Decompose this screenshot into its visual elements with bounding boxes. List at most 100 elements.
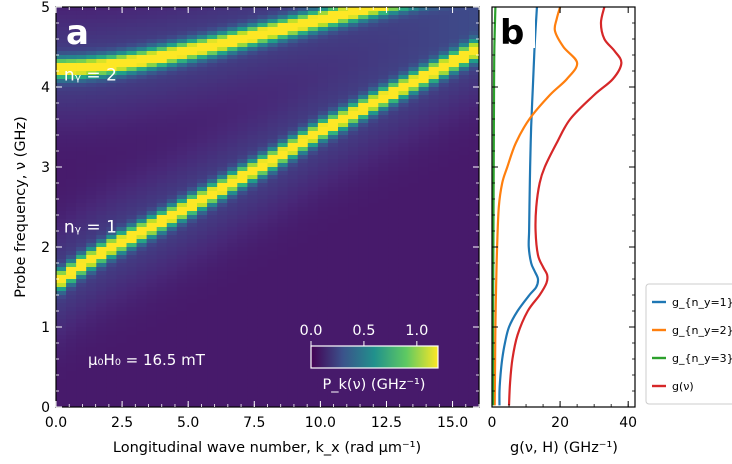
heatmap-cell bbox=[186, 67, 198, 72]
heatmap-cell bbox=[307, 167, 319, 172]
heatmap-cell bbox=[96, 67, 107, 72]
heatmap-cell bbox=[186, 375, 198, 380]
heatmap-cell bbox=[247, 127, 259, 132]
heatmap-cell bbox=[468, 355, 479, 360]
heatmap-cell bbox=[136, 391, 148, 396]
heatmap-cell bbox=[237, 115, 248, 120]
heatmap-cell bbox=[388, 367, 400, 372]
heatmap-cell bbox=[338, 31, 349, 36]
heatmap-cell bbox=[106, 259, 118, 264]
heatmap-cell bbox=[207, 135, 218, 140]
heatmap-cell bbox=[186, 279, 198, 284]
heatmap-cell bbox=[76, 83, 87, 88]
heatmap-cell bbox=[106, 195, 118, 200]
heatmap-cell bbox=[76, 271, 87, 276]
heatmap-cell bbox=[166, 383, 178, 388]
heatmap-cell bbox=[378, 27, 389, 32]
heatmap-cell bbox=[388, 31, 400, 36]
heatmap-cell bbox=[96, 59, 107, 64]
heatmap-cell bbox=[217, 19, 228, 24]
heatmap-cell bbox=[418, 303, 430, 308]
heatmap-cell bbox=[297, 87, 309, 92]
heatmap-cell bbox=[317, 327, 329, 332]
heatmap-cell bbox=[458, 55, 470, 60]
heatmap-cell bbox=[207, 147, 218, 152]
heatmap-cell bbox=[156, 83, 168, 88]
heatmap-cell bbox=[327, 395, 339, 400]
heatmap-cell bbox=[86, 7, 97, 12]
heatmap-cell bbox=[106, 239, 118, 244]
heatmap-cell bbox=[358, 215, 369, 220]
heatmap-cell bbox=[448, 159, 460, 164]
heatmap-cell bbox=[76, 127, 87, 132]
heatmap-cell bbox=[338, 395, 349, 400]
heatmap-cell bbox=[207, 203, 218, 208]
heatmap-cell bbox=[297, 339, 309, 344]
heatmap-cell bbox=[388, 147, 400, 152]
heatmap-cell bbox=[227, 279, 238, 284]
heatmap-cell bbox=[267, 59, 279, 64]
heatmap-cell bbox=[197, 75, 208, 80]
heatmap-cell bbox=[458, 295, 470, 300]
heatmap-cell bbox=[76, 223, 87, 228]
heatmap-cell bbox=[106, 367, 118, 372]
heatmap-cell bbox=[207, 31, 218, 36]
heatmap-cell bbox=[358, 139, 369, 144]
heatmap-cell bbox=[458, 87, 470, 92]
heatmap-cell bbox=[448, 327, 460, 332]
heatmap-cell bbox=[448, 219, 460, 224]
heatmap-cell bbox=[197, 167, 208, 172]
heatmap-cell bbox=[408, 275, 420, 280]
heatmap-cell bbox=[458, 359, 470, 364]
heatmap-cell bbox=[438, 307, 450, 312]
heatmap-cell bbox=[207, 223, 218, 228]
heatmap-cell bbox=[227, 319, 238, 324]
heatmap-cell bbox=[247, 391, 259, 396]
heatmap-cell bbox=[277, 23, 289, 28]
heatmap-cell bbox=[327, 307, 339, 312]
heatmap-cell bbox=[116, 267, 128, 272]
heatmap-cell bbox=[186, 319, 198, 324]
heatmap-cell bbox=[186, 255, 198, 260]
heatmap-cell bbox=[56, 127, 67, 132]
series-line bbox=[498, 7, 540, 406]
heatmap-cell bbox=[197, 31, 208, 36]
heatmap-cell bbox=[338, 163, 349, 168]
heatmap-cell bbox=[86, 127, 97, 132]
heatmap-cell bbox=[76, 355, 87, 360]
heatmap-cell bbox=[378, 243, 389, 248]
heatmap-cell bbox=[438, 391, 450, 396]
heatmap-cell bbox=[327, 119, 339, 124]
heatmap-cell bbox=[126, 135, 138, 140]
heatmap-cell bbox=[227, 311, 238, 316]
heatmap-cell bbox=[247, 299, 259, 304]
heatmap-cell bbox=[166, 363, 178, 368]
heatmap-cell bbox=[458, 327, 470, 332]
heatmap-cell bbox=[378, 391, 389, 396]
heatmap-cell bbox=[267, 399, 279, 404]
heatmap-cell bbox=[287, 219, 299, 224]
heatmap-cell bbox=[96, 283, 107, 288]
heatmap-cell bbox=[307, 183, 319, 188]
heatmap-cell bbox=[176, 7, 188, 12]
heatmap-cell bbox=[176, 115, 188, 120]
heatmap-cell bbox=[428, 243, 440, 248]
heatmap-cell bbox=[146, 327, 158, 332]
heatmap-cell bbox=[176, 87, 188, 92]
heatmap-cell bbox=[96, 263, 107, 268]
heatmap-cell bbox=[428, 159, 440, 164]
heatmap-cell bbox=[378, 167, 389, 172]
heatmap-cell bbox=[106, 199, 118, 204]
heatmap-cell bbox=[247, 211, 259, 216]
heatmap-cell bbox=[126, 59, 138, 64]
heatmap-cell bbox=[136, 247, 148, 252]
heatmap-cell bbox=[257, 95, 269, 100]
heatmap-cell bbox=[378, 323, 389, 328]
heatmap-cell bbox=[96, 51, 107, 56]
heatmap-cell bbox=[76, 267, 87, 272]
heatmap-cell bbox=[237, 175, 248, 180]
heatmap-cell bbox=[197, 195, 208, 200]
heatmap-cell bbox=[448, 23, 460, 28]
heatmap-cell bbox=[76, 155, 87, 160]
heatmap-cell bbox=[76, 395, 87, 400]
